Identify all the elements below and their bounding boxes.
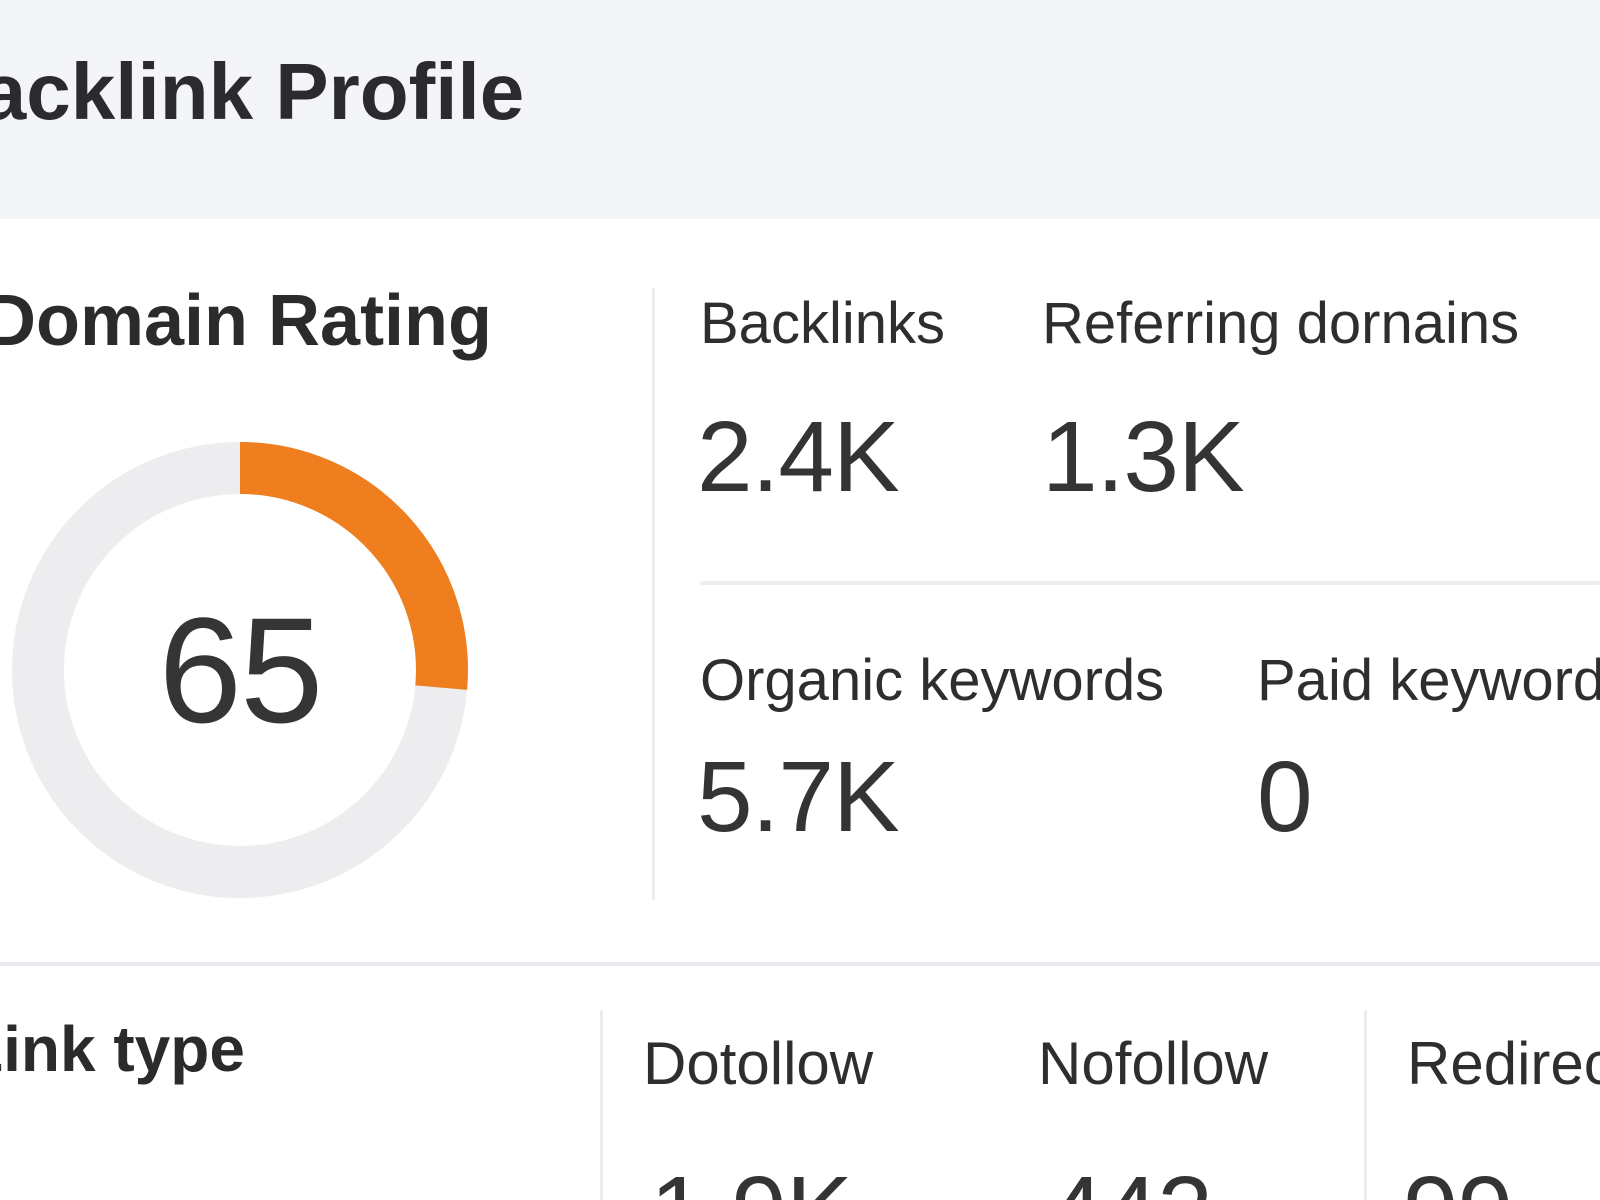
backlinks-value: 2.4K: [697, 401, 900, 513]
nofollow-label: Nofollow: [1038, 1030, 1269, 1097]
panel-header: [0, 0, 1600, 219]
paid-keywords-value: 0: [1257, 741, 1313, 853]
dofollow-label: Dotollow: [643, 1030, 874, 1097]
backlinks-label: Backlinks: [700, 291, 945, 356]
referring-domains-value: 1.3K: [1042, 401, 1245, 513]
organic-keywords-label: Organic keywords: [700, 648, 1165, 713]
paid-keywords-label: Paid keywords: [1257, 648, 1600, 713]
organic-keywords-value: 5.7K: [697, 741, 900, 853]
metrics-row-divider: [700, 581, 1600, 585]
domain-rating-label: Domain Rating: [0, 281, 493, 361]
redirect-value: 99: [1403, 1155, 1513, 1200]
gauge-arc: [239, 442, 468, 690]
link-type-label: Link type: [0, 1013, 245, 1085]
referring-domains-label: Referring dornains: [1042, 291, 1520, 356]
link-type-column-divider-2: [1364, 1010, 1367, 1200]
redirect-label: Redirect: [1407, 1030, 1600, 1097]
domain-rating-value: 65: [158, 585, 324, 754]
domain-rating-gauge: [12, 442, 468, 898]
dofollow-value: 1.9K: [650, 1155, 853, 1200]
vertical-divider: [652, 288, 655, 900]
nofollow-value: 442: [1048, 1155, 1213, 1200]
section-divider: [0, 962, 1600, 966]
page-title: Backlink Profile: [0, 47, 525, 136]
link-type-column-divider-1: [600, 1010, 603, 1200]
